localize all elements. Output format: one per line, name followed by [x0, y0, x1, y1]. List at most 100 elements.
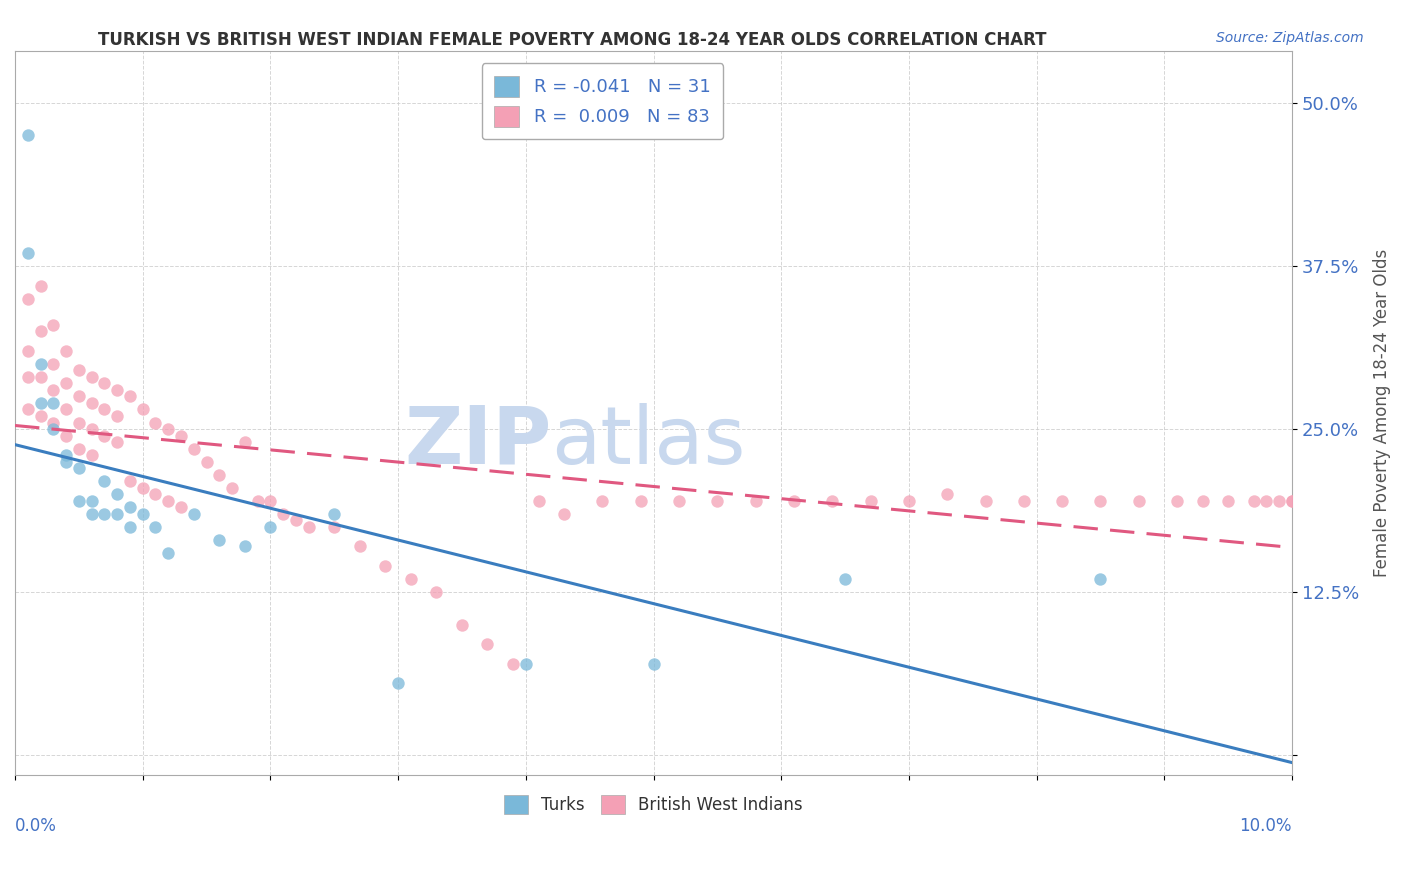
Point [30, 324, 52, 338]
Point [118, 389, 141, 403]
Point [93, 475, 115, 489]
Point [17, 343, 39, 358]
Point [67, 389, 90, 403]
Point [157, 546, 180, 560]
Point [55, 376, 77, 391]
Point [1012, 493, 1035, 508]
Point [897, 493, 920, 508]
Point [1090, 572, 1112, 586]
Point [527, 493, 550, 508]
Point [744, 493, 766, 508]
Point [284, 513, 307, 527]
Point [105, 507, 128, 521]
Point [195, 455, 218, 469]
Point [323, 507, 346, 521]
Point [183, 507, 205, 521]
Y-axis label: Female Poverty Among 18-24 Year Olds: Female Poverty Among 18-24 Year Olds [1374, 249, 1391, 577]
Point [425, 585, 447, 599]
Point [706, 493, 728, 508]
Point [55, 448, 77, 462]
Point [1218, 493, 1240, 508]
Point [55, 428, 77, 442]
Point [67, 442, 90, 456]
Point [145, 416, 167, 430]
Point [643, 657, 665, 671]
Point [42, 383, 65, 397]
Point [1128, 493, 1150, 508]
Point [30, 396, 52, 410]
Point [67, 493, 90, 508]
Point [834, 572, 856, 586]
Point [118, 500, 141, 515]
Point [208, 467, 231, 482]
Point [105, 487, 128, 501]
Point [80, 369, 103, 384]
Point [170, 500, 193, 515]
Point [30, 357, 52, 371]
Point [783, 493, 806, 508]
Legend: Turks, British West Indians: Turks, British West Indians [498, 789, 810, 821]
Point [67, 416, 90, 430]
Point [553, 507, 575, 521]
Point [80, 396, 103, 410]
Point [170, 428, 193, 442]
Point [118, 520, 141, 534]
Point [80, 422, 103, 436]
Point [145, 520, 167, 534]
Point [145, 487, 167, 501]
Point [1050, 493, 1073, 508]
Point [1090, 493, 1112, 508]
Point [67, 461, 90, 475]
Point [93, 428, 115, 442]
Point [17, 369, 39, 384]
Point [298, 520, 321, 534]
Point [42, 357, 65, 371]
Point [259, 493, 281, 508]
Point [630, 493, 652, 508]
Point [936, 487, 959, 501]
Point [67, 363, 90, 377]
Point [374, 559, 396, 574]
Point [105, 409, 128, 423]
Point [208, 533, 231, 547]
Point [131, 402, 153, 417]
Point [30, 278, 52, 293]
Point [387, 676, 409, 690]
Point [477, 637, 499, 651]
Point [17, 402, 39, 417]
Point [515, 657, 537, 671]
Point [157, 422, 180, 436]
Point [1243, 493, 1265, 508]
Point [93, 507, 115, 521]
Point [259, 520, 281, 534]
Point [233, 435, 256, 450]
Point [55, 402, 77, 417]
Point [93, 376, 115, 391]
Point [131, 481, 153, 495]
Point [451, 617, 474, 632]
Point [668, 493, 690, 508]
Point [183, 442, 205, 456]
Point [118, 475, 141, 489]
Point [1166, 493, 1188, 508]
Point [105, 435, 128, 450]
Text: atlas: atlas [551, 402, 745, 481]
Point [859, 493, 882, 508]
Point [271, 507, 294, 521]
Point [105, 383, 128, 397]
Point [131, 507, 153, 521]
Point [17, 246, 39, 260]
Text: Source: ZipAtlas.com: Source: ZipAtlas.com [1216, 31, 1364, 45]
Point [30, 409, 52, 423]
Point [80, 493, 103, 508]
Point [233, 540, 256, 554]
Point [1281, 493, 1303, 508]
Point [1191, 493, 1213, 508]
Point [17, 292, 39, 306]
Point [502, 657, 524, 671]
Point [42, 422, 65, 436]
Point [55, 455, 77, 469]
Point [42, 416, 65, 430]
Text: ZIP: ZIP [404, 402, 551, 481]
Point [157, 493, 180, 508]
